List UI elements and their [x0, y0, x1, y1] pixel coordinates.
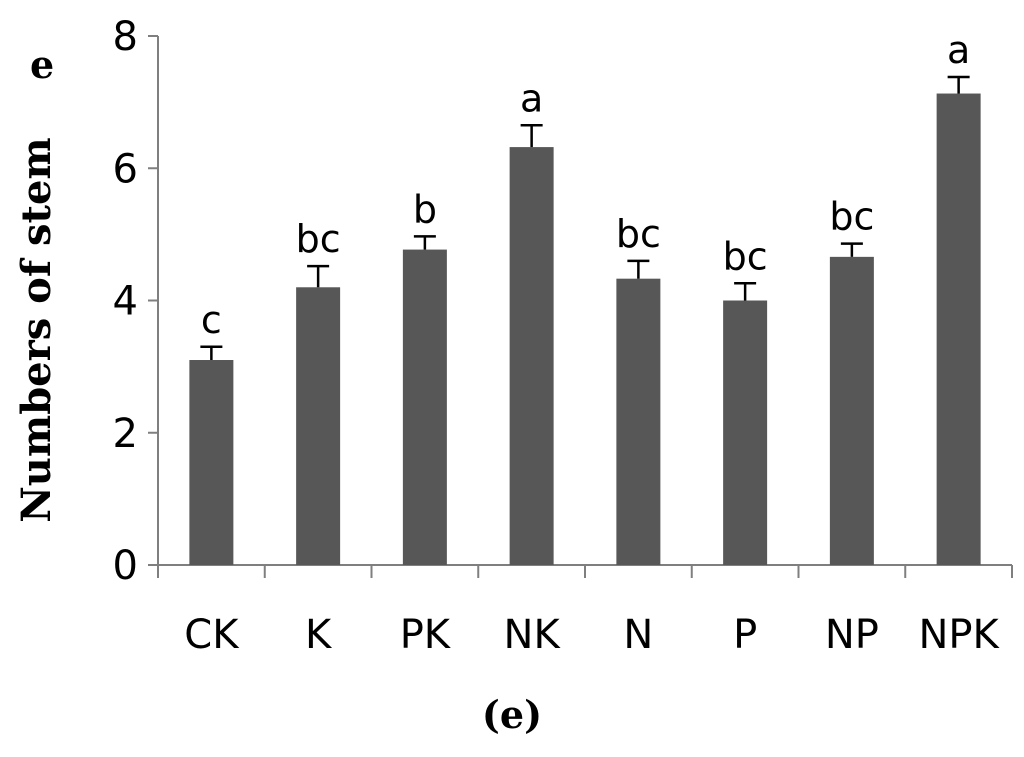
x-tick-label-nk: NK [504, 612, 562, 658]
significance-label-ck: c [201, 298, 222, 342]
y-tick-label: 8 [113, 14, 138, 60]
y-axis-label: Numbers of stem [13, 137, 60, 523]
x-tick-label-n: N [623, 612, 653, 658]
bar-pk [402, 249, 447, 566]
bar-np [829, 256, 874, 565]
plot-area: 0 2 4 6 8 c CK bc Kb PK a NK bc Nbc Pbc NP a NPK [113, 14, 1013, 658]
significance-label-np: bc [829, 195, 874, 239]
bar-k [296, 287, 341, 565]
significance-label-k: bc [296, 217, 341, 261]
significance-label-pk: b [413, 187, 437, 231]
y-tick-label: 6 [113, 146, 138, 192]
significance-label-n: bc [616, 212, 661, 256]
bar-ck [189, 360, 234, 565]
bar-p [723, 300, 768, 565]
x-tick-label-ck: CK [184, 612, 240, 658]
x-tick-label-k: K [305, 612, 333, 658]
y-tick-label: 4 [113, 279, 138, 325]
figure-caption: (e) [482, 692, 542, 737]
x-tick-label-np: NP [825, 612, 879, 658]
x-tick-label-npk: NPK [918, 612, 1000, 658]
panel-label: e [30, 42, 54, 87]
significance-label-npk: a [947, 28, 970, 72]
bar-nk [509, 147, 554, 565]
significance-label-nk: a [520, 76, 543, 120]
significance-label-p: bc [723, 234, 768, 278]
x-tick-label-pk: PK [400, 612, 452, 658]
x-tick-label-p: P [733, 612, 757, 658]
y-tick-label: 0 [113, 543, 138, 589]
bar-n [616, 278, 661, 565]
bar-npk [936, 93, 981, 565]
y-tick-label: 2 [113, 411, 138, 457]
